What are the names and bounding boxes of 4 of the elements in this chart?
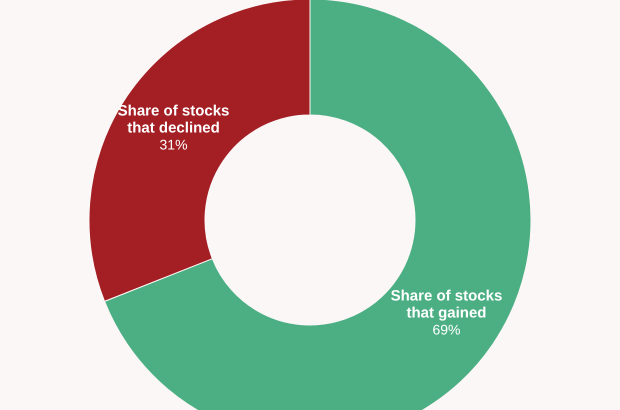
data-label: 69% [432,322,460,338]
slice-label: Share of stocks that declined [118,102,230,136]
data-label: 31% [160,136,188,152]
slice-label: Share of stocks that gained [390,288,502,322]
